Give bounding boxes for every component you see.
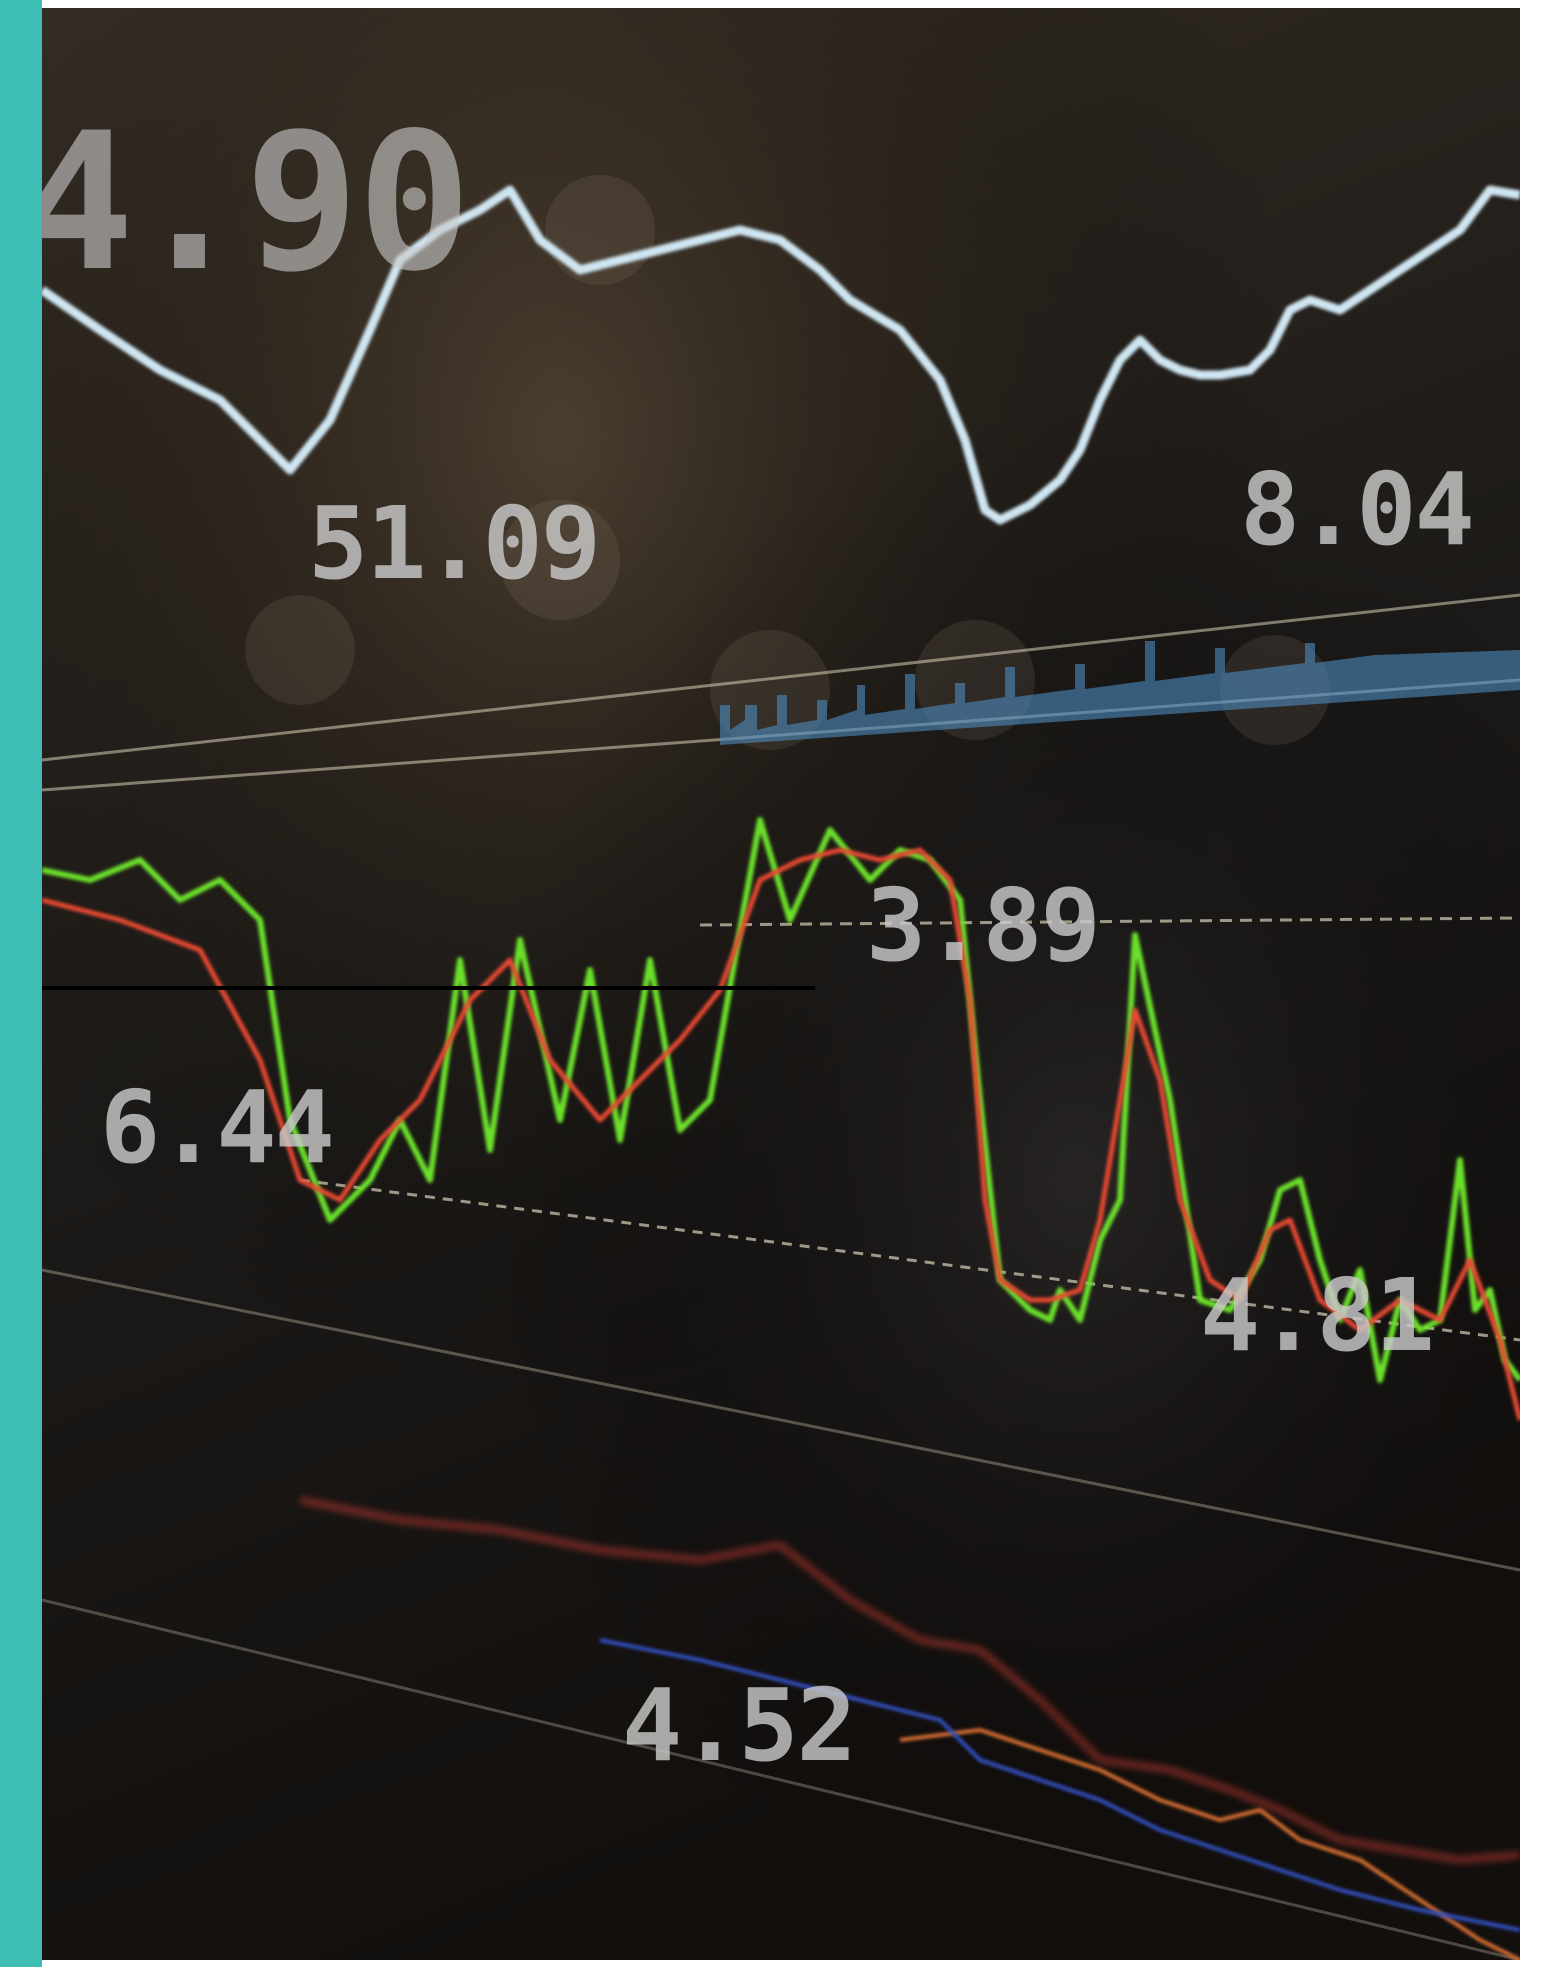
photo-label: 4.81 <box>1200 1257 1433 1374</box>
accent-bar <box>0 0 42 1967</box>
photo-label: 51.09 <box>308 485 599 602</box>
photo-label: 3.89 <box>866 867 1099 984</box>
photo-label: 4.52 <box>622 1667 855 1784</box>
photo-label: 6.44 <box>100 1069 333 1186</box>
cover: 4.90 51.09 8.04 3.89 6.44 4.81 4.52 <box>0 0 1558 1967</box>
photo-label: 4.90 <box>20 92 470 313</box>
photo: 4.90 51.09 8.04 3.89 6.44 4.81 4.52 <box>20 8 1520 1960</box>
page: 4.90 51.09 8.04 3.89 6.44 4.81 4.52 (() … <box>0 0 1558 1967</box>
photo-label: 8.04 <box>1240 451 1473 568</box>
